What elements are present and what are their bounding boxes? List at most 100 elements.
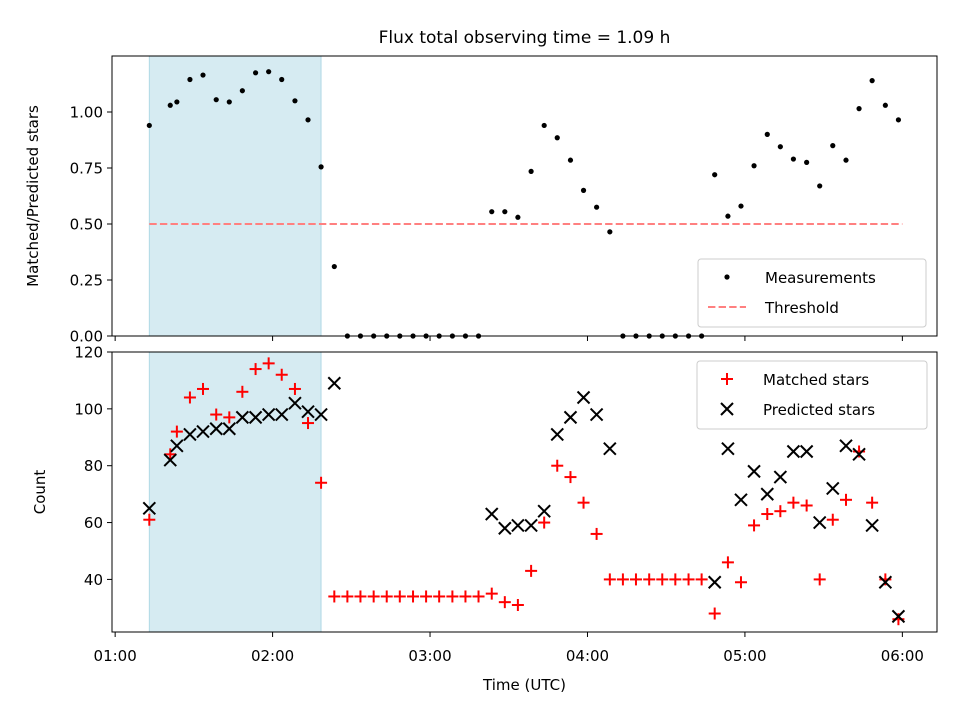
measurement-point: [200, 72, 206, 78]
matched-star-point: [564, 471, 577, 484]
matched-stars-points: [143, 357, 905, 626]
matched-star-point: [472, 590, 485, 603]
y-tick-label: 120: [74, 344, 103, 362]
measurement-points: [146, 69, 902, 339]
legend-predicted-marker: [720, 402, 734, 416]
matched-star-point: [629, 573, 642, 586]
predicted-star-point: [288, 396, 302, 410]
measurement-point: [239, 88, 245, 94]
measurement-point: [777, 144, 783, 150]
measurement-point: [817, 183, 823, 189]
measurement-point: [712, 172, 718, 178]
predicted-star-point: [142, 501, 157, 516]
matched-star-point: [525, 564, 538, 577]
x-tick-label: 05:00: [723, 647, 766, 665]
predicted-star-point: [747, 464, 761, 479]
chart-title: Flux total observing time = 1.09 h: [379, 28, 671, 48]
matched-star-point: [708, 607, 721, 620]
matched-star-point: [590, 527, 603, 540]
x-axis-label: Time (UTC): [482, 676, 566, 694]
measurement-point: [279, 76, 285, 83]
matched-star-point: [721, 556, 734, 569]
predicted-star-point: [196, 424, 210, 439]
predicted-star-point: [603, 441, 617, 456]
bottom-panel: 40 60 80 100 120 01:00 02:00 03:00 04:00 05:00 06…: [31, 344, 938, 694]
measurement-point: [830, 143, 836, 149]
matched-star-point: [393, 590, 406, 603]
matched-star-point: [354, 590, 367, 603]
matched-star-point: [643, 573, 656, 586]
predicted-star-point: [773, 470, 788, 484]
legend-threshold-label: Threshold: [764, 299, 839, 317]
matched-star-point: [774, 505, 787, 518]
predicted-star-point: [839, 439, 853, 453]
matched-star-point: [164, 448, 177, 461]
bottom-y-axis-ticks: 40 60 80 100 120: [74, 344, 112, 589]
predicted-star-point: [852, 447, 866, 462]
predicted-star-point: [721, 441, 735, 456]
measurement-point: [187, 76, 193, 83]
legend-measurements-marker: [724, 274, 730, 280]
matched-star-point: [616, 573, 629, 586]
matched-star-point: [511, 598, 524, 611]
measurement-point: [213, 97, 219, 103]
x-tick-label: 02:00: [251, 647, 294, 665]
predicted-star-point: [865, 518, 879, 533]
predicted-star-point: [786, 444, 801, 459]
measurement-point: [607, 229, 613, 235]
matched-star-point: [459, 590, 472, 603]
bottom-y-axis-label: Count: [31, 470, 49, 515]
predicted-star-point: [183, 427, 197, 442]
predicted-star-point: [261, 407, 276, 422]
y-tick-label: 0.75: [70, 160, 103, 178]
matched-star-point: [223, 411, 236, 424]
predicted-star-point: [826, 481, 840, 496]
measurement-point: [515, 214, 521, 220]
measurement-point: [174, 99, 180, 105]
predicted-star-point: [734, 493, 748, 507]
top-panel: Flux total observing time = 1.09 h 0.000…: [24, 28, 938, 346]
matched-star-point: [288, 382, 301, 395]
matched-star-point: [669, 573, 682, 586]
measurement-point: [528, 168, 534, 174]
matched-star-point: [761, 508, 774, 521]
predicted-star-point: [222, 422, 237, 436]
predicted-star-point: [707, 575, 722, 589]
matched-star-point: [538, 516, 551, 529]
measurement-point: [252, 70, 259, 76]
measurement-point: [856, 106, 862, 112]
predicted-star-point: [275, 407, 289, 422]
top-legend: Measurements Threshold: [697, 258, 927, 328]
matched-star-point: [748, 519, 761, 532]
measurement-point: [167, 102, 173, 108]
predicted-star-point: [878, 575, 893, 589]
matched-star-point: [446, 590, 459, 603]
matched-star-point: [485, 587, 498, 600]
measurement-point: [318, 164, 324, 170]
predicted-star-point: [248, 410, 263, 425]
measurement-point: [554, 135, 560, 141]
matched-star-point: [420, 590, 433, 603]
matched-star-point: [183, 391, 196, 404]
predicted-star-point: [563, 410, 578, 425]
matched-star-point: [695, 573, 708, 586]
matched-star-point: [839, 493, 852, 506]
matched-star-point: [433, 590, 446, 603]
y-tick-label: 60: [84, 514, 103, 532]
matched-star-point: [656, 573, 669, 586]
measurement-point: [305, 117, 311, 123]
matched-star-point: [577, 496, 590, 509]
predicted-star-point: [314, 407, 328, 422]
y-tick-label: 40: [84, 571, 103, 589]
measurement-point: [541, 122, 547, 129]
matched-star-point: [787, 496, 800, 509]
matched-star-point: [367, 590, 380, 603]
predicted-star-point: [812, 515, 827, 530]
measurement-point: [567, 157, 574, 163]
predicted-star-point: [891, 609, 906, 624]
measurement-point: [751, 163, 757, 169]
legend-measurements-label: Measurements: [765, 269, 876, 287]
measurement-point: [738, 203, 744, 209]
y-tick-label: 100: [74, 400, 103, 418]
top-highlight-span: [148, 55, 322, 337]
